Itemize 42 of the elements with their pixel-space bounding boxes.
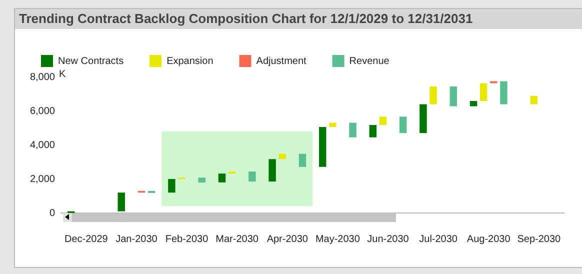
bar — [268, 159, 276, 182]
x-tick-label: Apr-2030 — [266, 234, 308, 245]
y-tick-label: 0 — [49, 208, 56, 219]
bar — [420, 104, 427, 134]
bar — [480, 83, 488, 101]
y-axis-title: K — [59, 69, 66, 80]
bar — [218, 174, 226, 182]
x-tick-label: Jul-2030 — [419, 234, 458, 245]
y-tick-label: 8,000 — [30, 72, 56, 83]
y-tick-label: 2,000 — [30, 174, 56, 185]
legend-label: Adjustment — [256, 56, 307, 67]
x-tick-label: Jun-2030 — [367, 234, 410, 245]
legend-label: Expansion — [166, 56, 214, 67]
bar — [470, 100, 478, 106]
x-tick-label: Jan-2030 — [116, 234, 158, 245]
bar — [298, 154, 306, 167]
bar — [329, 122, 336, 127]
x-tick-label: Sep-2030 — [517, 234, 562, 245]
bar — [318, 126, 326, 167]
x-tick-label: Aug-2030 — [466, 234, 511, 245]
x-tick-label: Feb-2030 — [165, 234, 209, 245]
legend-label: Revenue — [349, 56, 390, 67]
bar — [399, 116, 407, 134]
bar — [278, 154, 286, 160]
bar — [500, 81, 508, 104]
chart-title: Trending Contract Backlog Composition Chart for 12/1/2029 to 12/31/2031 — [15, 9, 582, 29]
bar — [530, 96, 538, 104]
bar — [248, 172, 256, 182]
x-tick-label: Mar-2030 — [216, 234, 259, 245]
x-tick-label: Dec-2029 — [64, 234, 108, 245]
bar — [379, 116, 387, 125]
x-tick-label: May-2030 — [315, 234, 360, 245]
bar — [430, 86, 437, 104]
bar — [168, 179, 176, 193]
y-tick-label: 6,000 — [30, 106, 56, 117]
bar — [198, 178, 206, 183]
y-tick-label: 4,000 — [30, 140, 56, 151]
legend-label: New Contracts — [58, 56, 124, 67]
bar — [349, 122, 356, 138]
bar — [369, 124, 377, 138]
bar — [118, 192, 125, 212]
bar — [450, 86, 458, 106]
